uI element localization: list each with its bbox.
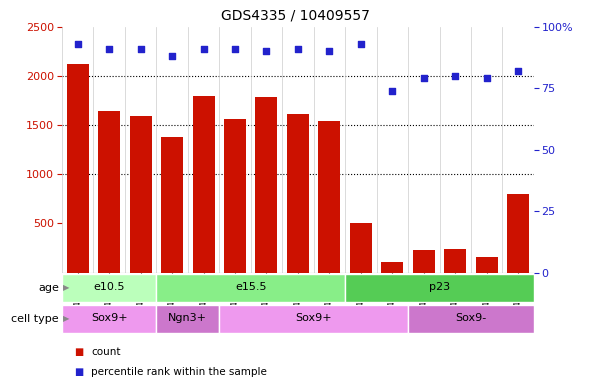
Text: ■: ■ bbox=[74, 346, 83, 357]
Text: percentile rank within the sample: percentile rank within the sample bbox=[91, 366, 267, 377]
Point bbox=[136, 46, 145, 52]
Bar bbox=[62, 305, 156, 333]
Text: ▶: ▶ bbox=[63, 283, 70, 293]
Point bbox=[356, 41, 366, 47]
Point bbox=[324, 48, 334, 55]
Text: Sox9+: Sox9+ bbox=[296, 313, 332, 323]
Text: ■: ■ bbox=[74, 366, 83, 377]
Point bbox=[293, 46, 303, 52]
Bar bbox=[408, 305, 534, 333]
Point bbox=[199, 46, 208, 52]
Point bbox=[388, 88, 397, 94]
Bar bbox=[255, 97, 277, 273]
Text: Sox9-: Sox9- bbox=[455, 313, 487, 323]
Bar bbox=[98, 111, 120, 273]
Bar bbox=[192, 96, 215, 273]
Point bbox=[513, 68, 523, 74]
Bar bbox=[444, 248, 466, 273]
Point bbox=[230, 46, 240, 52]
Bar bbox=[413, 250, 435, 273]
Bar bbox=[67, 64, 88, 273]
Bar bbox=[224, 119, 246, 273]
Bar bbox=[130, 116, 152, 273]
Point bbox=[104, 46, 114, 52]
Bar bbox=[476, 257, 498, 273]
Point bbox=[419, 75, 428, 81]
Bar bbox=[161, 137, 183, 273]
Text: GDS4335 / 10409557: GDS4335 / 10409557 bbox=[221, 8, 369, 22]
Bar bbox=[156, 305, 219, 333]
Bar bbox=[319, 121, 340, 273]
Bar bbox=[219, 305, 408, 333]
Text: Sox9+: Sox9+ bbox=[91, 313, 127, 323]
Point bbox=[168, 53, 177, 60]
Text: e15.5: e15.5 bbox=[235, 282, 267, 292]
Bar bbox=[507, 194, 529, 273]
Text: Ngn3+: Ngn3+ bbox=[168, 313, 207, 323]
Bar bbox=[350, 223, 372, 273]
Text: p23: p23 bbox=[429, 282, 450, 292]
Text: cell type: cell type bbox=[11, 314, 59, 324]
Bar bbox=[156, 274, 345, 302]
Text: count: count bbox=[91, 346, 121, 357]
Point bbox=[451, 73, 460, 79]
Text: age: age bbox=[38, 283, 59, 293]
Bar bbox=[345, 274, 534, 302]
Text: e10.5: e10.5 bbox=[93, 282, 125, 292]
Bar bbox=[287, 114, 309, 273]
Bar bbox=[381, 262, 404, 273]
Bar bbox=[62, 274, 156, 302]
Point bbox=[73, 41, 83, 47]
Point bbox=[262, 48, 271, 55]
Point bbox=[482, 75, 491, 81]
Text: ▶: ▶ bbox=[63, 314, 70, 323]
